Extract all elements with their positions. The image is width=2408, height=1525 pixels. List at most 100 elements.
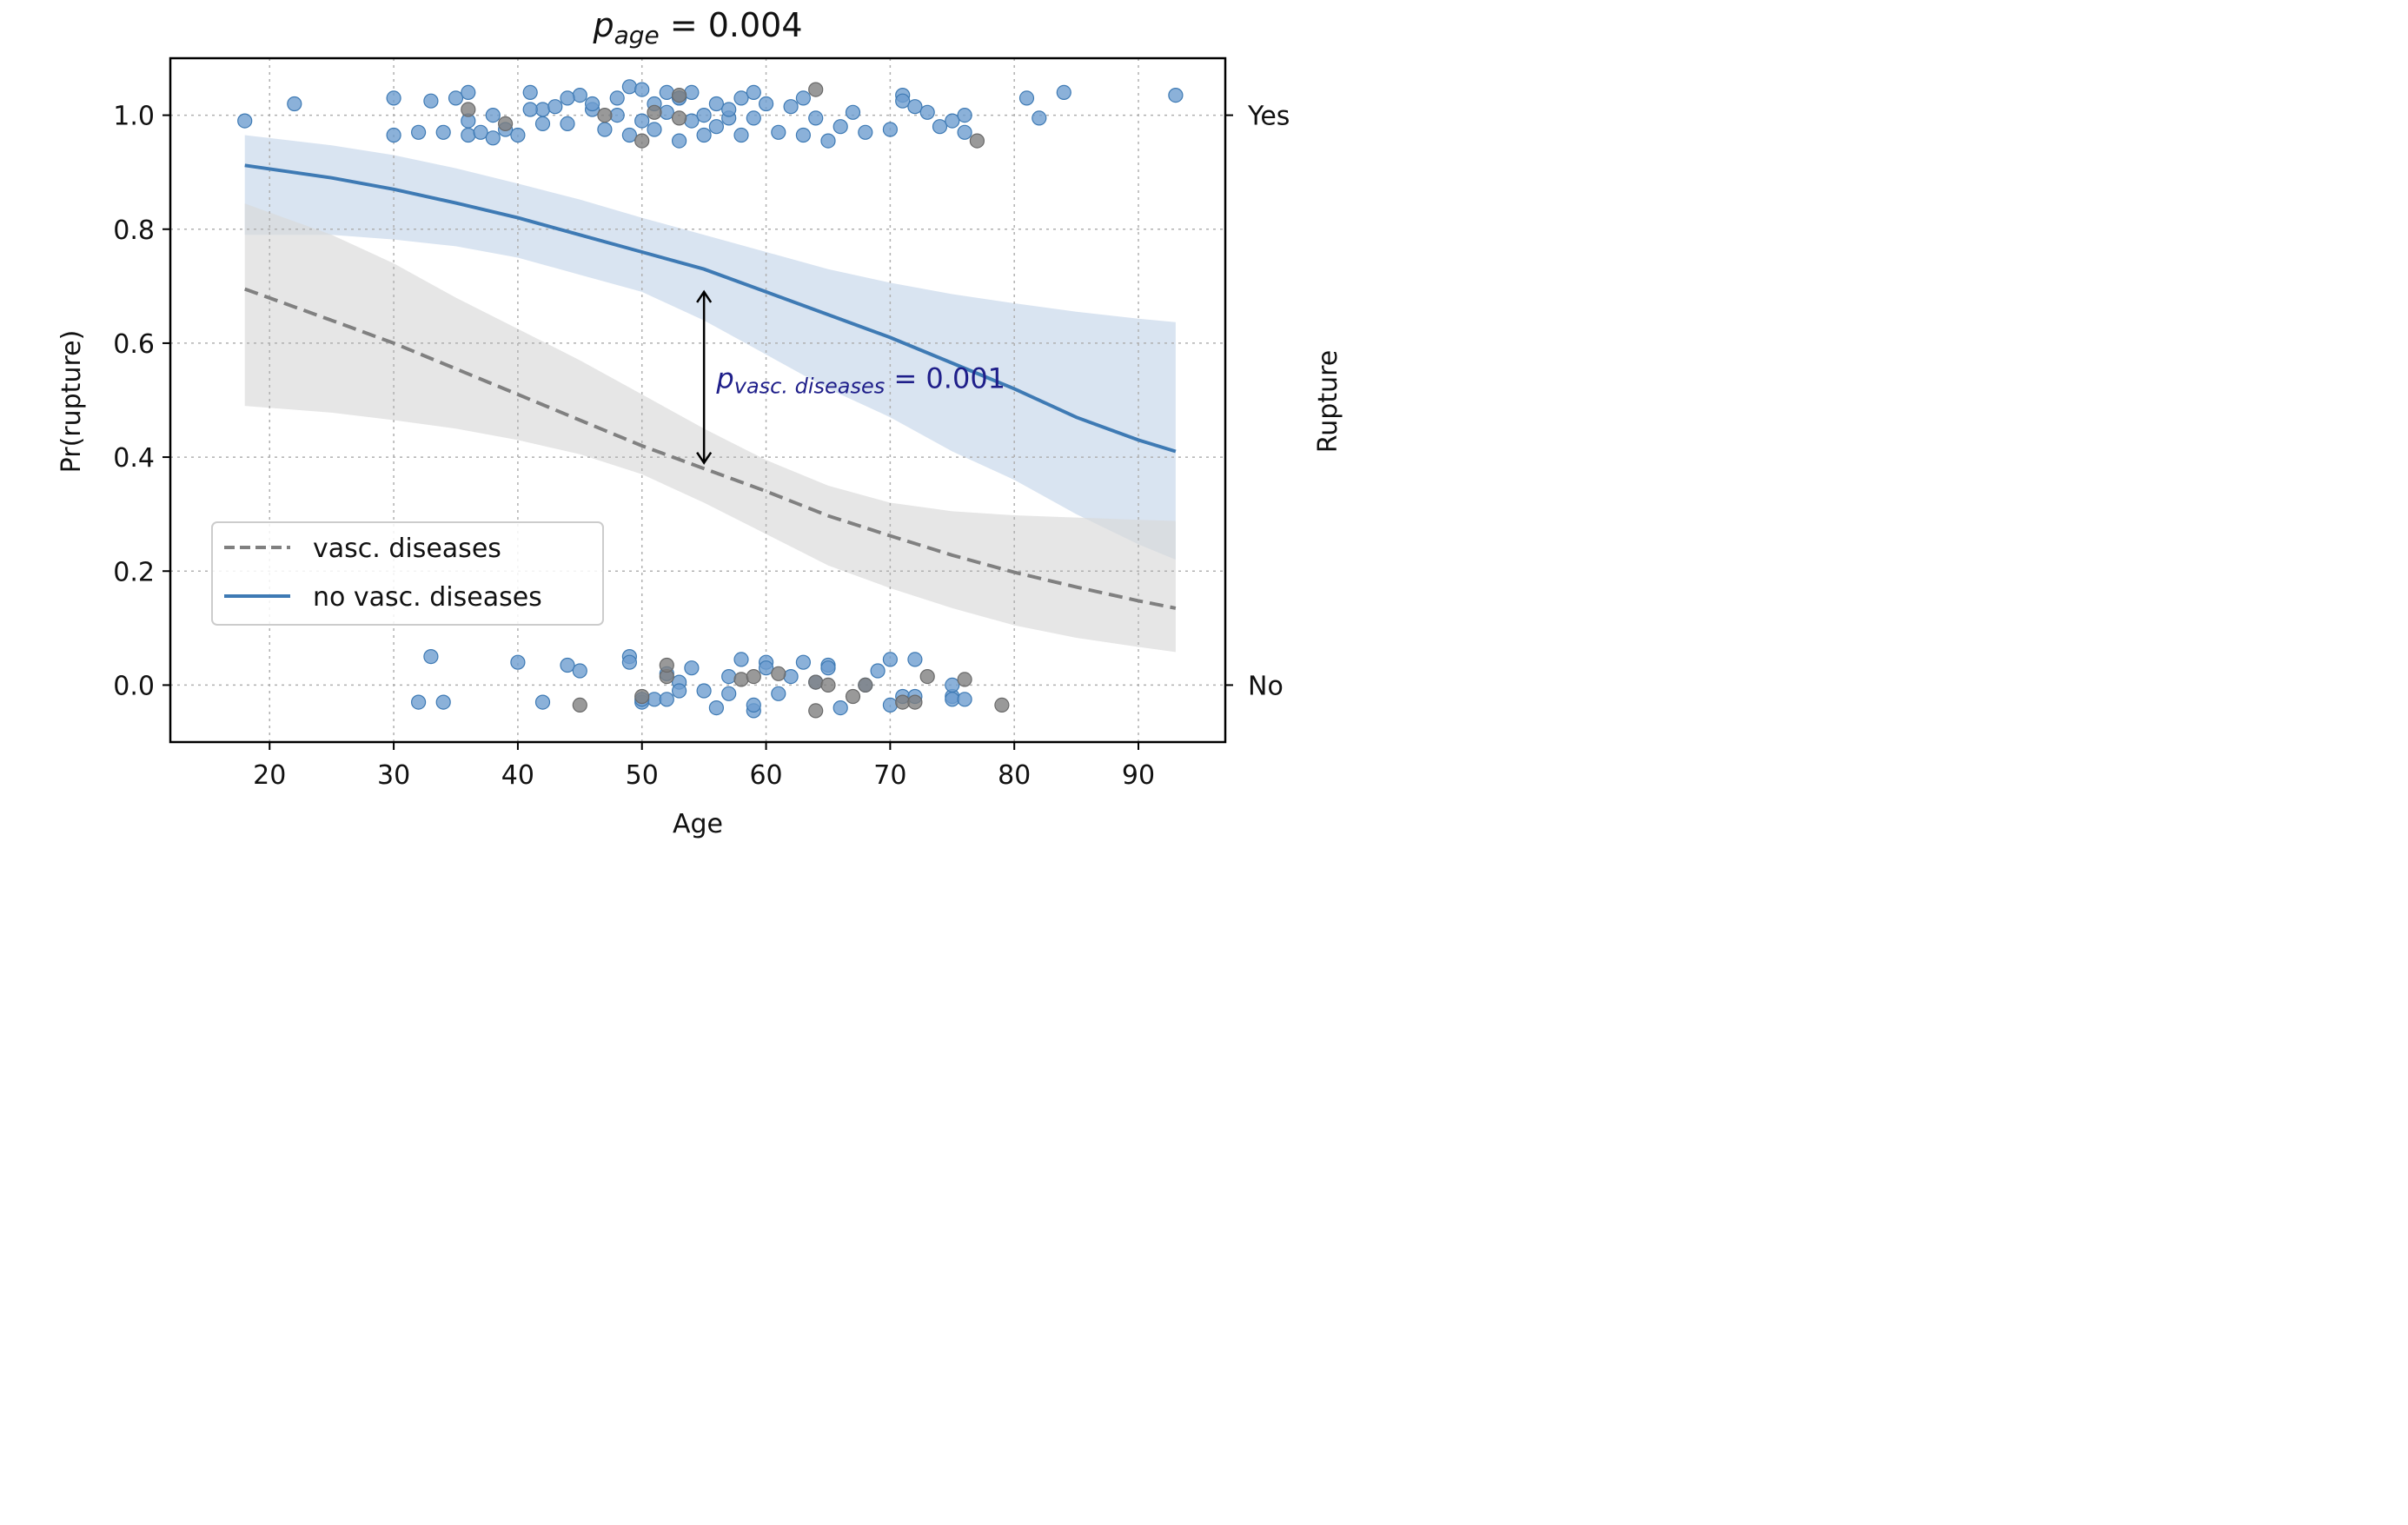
fit-lines [244,163,1177,610]
point-novasc [771,124,786,140]
point-novasc [746,84,761,101]
chart: 20 30 40 50 60 70 80 900.00.20.40.60.81.0 YesNo … [56,6,1343,839]
x-tick-label: 40 [501,760,534,791]
point-novasc [659,692,674,707]
point-novasc [485,130,501,146]
y2-axis-label: Rupture [1313,350,1343,453]
point-novasc [671,133,687,149]
point-novasc [560,116,575,131]
y-axis-label: Pr(rupture) [56,330,87,474]
point-novasc [1168,87,1184,103]
point-novasc [708,700,725,716]
point-novasc [584,96,600,112]
point-novasc [684,84,700,101]
point-novasc [932,119,948,135]
point-novasc [621,654,638,670]
ci-band-vasc [244,203,1176,653]
data-points [237,79,1184,719]
point-novasc [895,93,911,109]
chart-title: page = 0.004 [592,6,802,50]
point-novasc [820,133,836,149]
y-tick-label: 0.4 [113,443,155,474]
point-novasc [435,124,451,140]
point-novasc [733,90,749,106]
point-novasc [560,90,575,106]
point-novasc [621,127,638,143]
title-p: p [592,6,614,44]
annotation-subscript: vasc. diseases [734,374,886,398]
point-novasc [609,90,625,106]
point-vasc [858,677,873,693]
point-vasc [659,657,674,673]
point-novasc [945,113,960,129]
point-novasc [522,84,538,101]
point-novasc [448,90,464,106]
point-vasc [671,87,687,103]
point-novasc [957,692,972,707]
point-vasc [671,110,687,126]
point-novasc [733,652,749,667]
point-novasc [957,124,972,140]
point-vasc [634,133,650,149]
annotation-arrowhead-bottom [696,451,713,465]
point-vasc [919,668,935,685]
point-novasc [708,96,725,112]
legend-box [211,521,604,626]
point-novasc [473,124,488,140]
point-novasc [621,79,638,95]
point-vasc [572,697,587,713]
point-novasc [237,113,253,129]
point-novasc [534,694,551,710]
point-novasc [833,119,848,135]
point-novasc [435,694,451,710]
annotation-value: = 0.001 [885,361,1005,395]
point-vasc [994,697,1010,713]
point-novasc [721,686,737,701]
annotation-p: p [715,361,733,395]
point-novasc [634,82,650,97]
title-value: = 0.004 [660,6,803,44]
point-novasc [1032,110,1047,126]
point-vasc [647,104,662,120]
point-novasc [572,663,587,679]
point-novasc [411,124,427,140]
point-novasc [882,697,899,713]
point-vasc [771,666,786,681]
point-novasc [572,87,587,103]
y-tick-label: 0.2 [113,557,155,587]
point-novasc [659,104,674,120]
point-novasc [957,108,972,123]
fit-line-novasc [244,163,1177,454]
point-vasc [497,116,514,131]
fit-line-vasc [244,287,1177,610]
x-tick-label: 30 [377,760,410,791]
y-tick-label: 1.0 [113,102,155,132]
point-novasc [386,90,401,106]
point-novasc [820,660,836,676]
point-novasc [634,113,650,129]
point-novasc [684,113,700,129]
point-novasc [721,668,737,685]
point-novasc [882,652,899,667]
point-novasc [522,102,538,117]
point-novasc [771,686,786,701]
point-novasc [386,127,401,143]
x-axis-label: Age [673,809,723,839]
point-novasc [758,660,774,676]
annotation: pvasc. diseases = 0.001 [696,289,1005,465]
x-tick-label: 90 [1122,760,1155,791]
point-novasc [696,127,712,143]
point-novasc [746,697,761,713]
point-novasc [696,108,712,123]
point-vasc [746,668,761,685]
x-tick-label: 50 [626,760,659,791]
point-novasc [845,104,861,120]
point-novasc [1056,84,1071,101]
ci-band-novasc [244,135,1176,560]
x-tick-label: 60 [749,760,782,791]
legend: vasc. diseases no vasc. diseases [211,521,604,626]
point-novasc [795,127,812,143]
point-novasc [287,96,302,112]
point-novasc [783,99,799,115]
point-novasc [647,122,662,137]
